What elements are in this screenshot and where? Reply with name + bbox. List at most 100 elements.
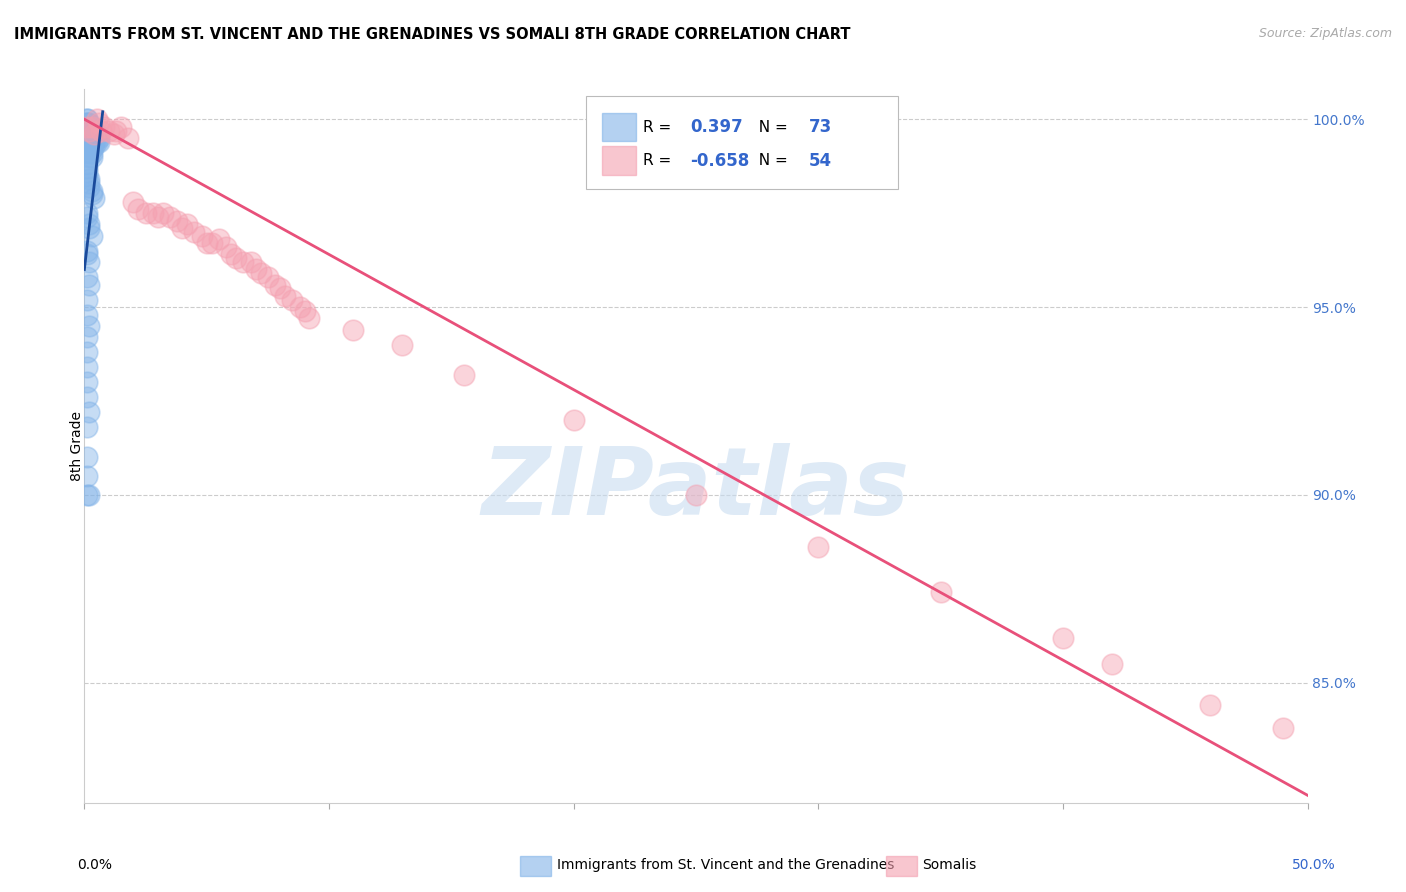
- Point: [77, 120, 100, 134]
- Point: [83, 131, 105, 145]
- Point: [1272, 721, 1295, 735]
- Point: [562, 413, 585, 427]
- Point: [76, 128, 98, 142]
- Point: [200, 236, 222, 251]
- Point: [77, 123, 100, 137]
- Point: [122, 194, 145, 209]
- Point: [86, 112, 108, 127]
- Point: [77, 176, 100, 190]
- Point: [83, 138, 105, 153]
- Point: [76, 116, 98, 130]
- Point: [76, 123, 98, 137]
- Point: [83, 128, 105, 142]
- Point: [90, 123, 112, 137]
- Point: [77, 172, 100, 186]
- Point: [80, 131, 103, 145]
- Point: [1101, 657, 1123, 671]
- Point: [232, 255, 254, 269]
- Point: [77, 405, 100, 419]
- Point: [77, 142, 100, 156]
- Point: [219, 247, 242, 261]
- Point: [208, 232, 231, 246]
- Point: [77, 135, 100, 149]
- Point: [76, 112, 98, 127]
- Point: [76, 345, 98, 359]
- Point: [110, 120, 132, 134]
- Text: IMMIGRANTS FROM ST. VINCENT AND THE GRENADINES VS SOMALI 8TH GRADE CORRELATION C: IMMIGRANTS FROM ST. VINCENT AND THE GREN…: [14, 27, 851, 42]
- Bar: [602, 112, 636, 141]
- Text: 0.397: 0.397: [690, 118, 742, 136]
- Point: [103, 128, 125, 142]
- Point: [76, 210, 98, 224]
- Point: [264, 277, 287, 292]
- Point: [87, 135, 110, 149]
- Point: [76, 293, 98, 307]
- Point: [76, 120, 98, 134]
- Text: 73: 73: [808, 118, 832, 136]
- Point: [1052, 631, 1074, 645]
- Point: [183, 225, 205, 239]
- Point: [929, 585, 952, 599]
- Point: [191, 228, 214, 243]
- Point: [127, 202, 149, 217]
- Point: [77, 116, 100, 130]
- Point: [76, 128, 98, 142]
- Point: [76, 308, 98, 322]
- Point: [83, 123, 105, 137]
- FancyBboxPatch shape: [586, 96, 898, 189]
- Y-axis label: 8th Grade: 8th Grade: [70, 411, 84, 481]
- Point: [76, 165, 98, 179]
- Point: [239, 255, 262, 269]
- Text: R =: R =: [644, 153, 676, 168]
- Point: [76, 157, 98, 171]
- Point: [76, 360, 98, 375]
- Point: [245, 262, 267, 277]
- Point: [80, 142, 103, 156]
- Point: [117, 131, 139, 145]
- Point: [142, 206, 165, 220]
- Point: [215, 240, 238, 254]
- Point: [93, 120, 115, 134]
- Point: [77, 150, 100, 164]
- Point: [77, 179, 100, 194]
- Point: [83, 128, 105, 142]
- Text: 54: 54: [808, 152, 831, 169]
- Point: [77, 131, 100, 145]
- Point: [195, 236, 218, 251]
- Point: [76, 112, 98, 127]
- Point: [77, 146, 100, 161]
- Point: [87, 131, 110, 145]
- Point: [80, 138, 103, 153]
- Point: [257, 270, 280, 285]
- Point: [105, 123, 128, 137]
- Point: [77, 277, 100, 292]
- Text: R =: R =: [644, 120, 676, 135]
- Point: [77, 255, 100, 269]
- Text: 0.0%: 0.0%: [77, 858, 112, 872]
- Point: [76, 247, 98, 261]
- Point: [80, 120, 103, 134]
- Point: [76, 169, 98, 183]
- Point: [77, 123, 100, 137]
- Text: Somalis: Somalis: [922, 858, 977, 872]
- Point: [152, 206, 174, 220]
- Point: [159, 210, 181, 224]
- Point: [77, 128, 100, 142]
- Point: [166, 213, 188, 227]
- Point: [342, 322, 364, 336]
- Point: [76, 270, 98, 285]
- Point: [77, 488, 100, 502]
- Point: [172, 221, 194, 235]
- Point: [807, 541, 830, 555]
- Point: [80, 135, 103, 149]
- Point: [249, 266, 271, 280]
- Point: [76, 330, 98, 344]
- Text: Immigrants from St. Vincent and the Grenadines: Immigrants from St. Vincent and the Gren…: [557, 858, 894, 872]
- Point: [76, 206, 98, 220]
- Text: 50.0%: 50.0%: [1292, 858, 1336, 872]
- Point: [294, 303, 316, 318]
- Point: [274, 289, 297, 303]
- Point: [453, 368, 475, 382]
- Text: ZIPatlas: ZIPatlas: [482, 442, 910, 535]
- Point: [83, 191, 105, 205]
